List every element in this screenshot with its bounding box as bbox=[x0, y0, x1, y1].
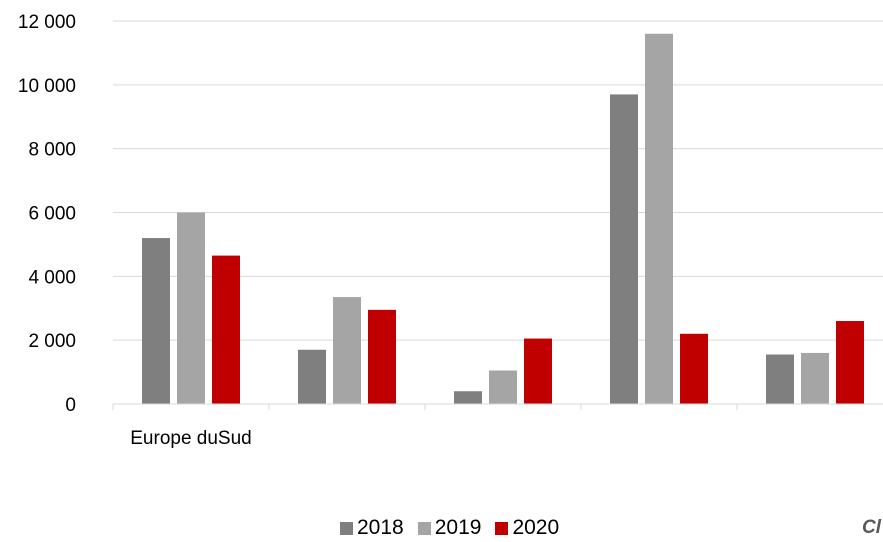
category-labels: Europe duSud bbox=[130, 428, 252, 449]
bar-2019 bbox=[489, 370, 517, 404]
x-axis bbox=[112, 403, 883, 410]
category-label: Europe duSud bbox=[130, 428, 252, 449]
y-tick-label: 8 000 bbox=[28, 140, 76, 161]
y-tick-label: 2 000 bbox=[28, 331, 76, 352]
bar-2020 bbox=[680, 333, 708, 404]
bar-2018 bbox=[142, 238, 170, 404]
bar-2019 bbox=[801, 352, 829, 404]
bar-2019 bbox=[177, 212, 205, 404]
legend-swatch bbox=[495, 521, 509, 535]
legend-label: 2020 bbox=[512, 516, 560, 539]
bar-2018 bbox=[610, 94, 638, 405]
y-tick-label: 0 bbox=[65, 395, 76, 416]
y-axis-tick-labels: 0 2 000 4 000 6 000 8 000 10 000 12 000 bbox=[18, 12, 76, 416]
legend-swatch bbox=[340, 521, 353, 535]
source-mark: Cl bbox=[862, 517, 881, 538]
bar-2019 bbox=[333, 297, 361, 404]
bar-2020 bbox=[836, 321, 864, 404]
legend: 2018 2019 2020 bbox=[340, 514, 559, 542]
bars bbox=[142, 33, 864, 405]
y-tick-label: 12 000 bbox=[18, 12, 76, 33]
legend-item-2020: 2020 bbox=[495, 516, 559, 540]
legend-label: 2019 bbox=[434, 516, 482, 539]
gridlines bbox=[113, 20, 883, 341]
y-tick-label: 4 000 bbox=[28, 267, 76, 288]
legend-swatch bbox=[417, 521, 431, 535]
bar-2020 bbox=[212, 255, 240, 404]
legend-label: 2018 bbox=[357, 516, 404, 539]
legend-item-2019: 2019 bbox=[417, 516, 482, 540]
bar-2020 bbox=[368, 309, 396, 404]
legend-item-2018: 2018 bbox=[340, 516, 404, 540]
bar-2018 bbox=[298, 349, 326, 404]
y-tick-label: 6 000 bbox=[28, 204, 76, 225]
bar-2019 bbox=[645, 33, 673, 405]
y-tick-label: 10 000 bbox=[18, 76, 76, 97]
bar-2018 bbox=[766, 354, 794, 404]
bar-2020 bbox=[524, 338, 552, 404]
bar-2018 bbox=[454, 391, 482, 404]
